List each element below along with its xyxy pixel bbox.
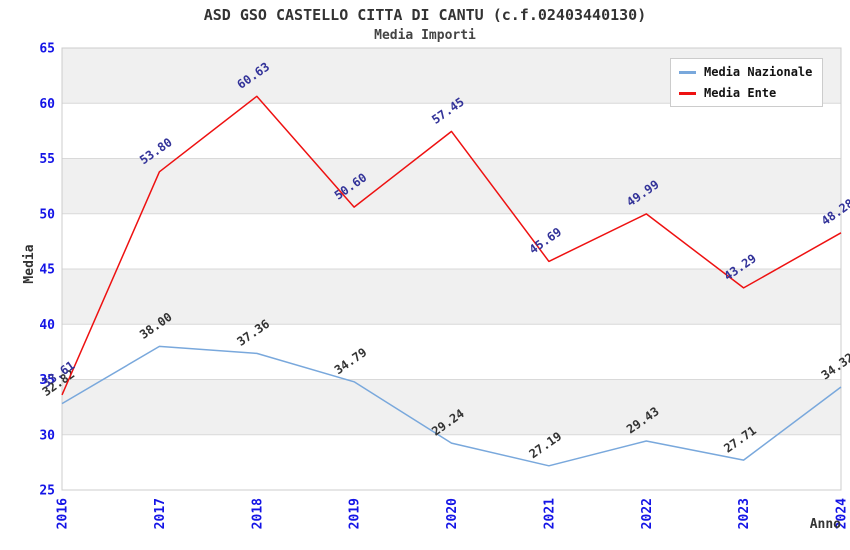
series-line-nazionale <box>61 345 842 467</box>
chart-subtitle: Media Importi <box>374 28 476 43</box>
plot-band <box>62 269 841 325</box>
plot-band <box>62 158 841 214</box>
legend-item-media-ente: Media Ente <box>679 86 812 100</box>
plot-border <box>61 47 842 491</box>
y-tick-label: 55 <box>39 152 55 167</box>
x-tick-label: 2017 <box>153 498 168 529</box>
x-tick-label: 2023 <box>737 498 752 529</box>
data-label-ente: 45.69 <box>527 225 565 257</box>
legend-label-media-ente: Media Ente <box>704 86 777 100</box>
y-tick-label: 25 <box>39 484 55 499</box>
y-tick-label: 50 <box>39 207 55 222</box>
x-tick-label: 2021 <box>542 498 557 529</box>
y-tick-label: 60 <box>39 97 55 112</box>
x-tick-label: 2020 <box>445 498 460 529</box>
y-tick-label: 35 <box>39 373 55 388</box>
data-label-nazionale: 34.32 <box>819 350 850 382</box>
data-label-nazionale: 34.79 <box>332 345 370 377</box>
legend-item-media-nazionale: Media Nazionale <box>679 65 812 79</box>
legend-label-media-nazionale: Media Nazionale <box>704 65 813 79</box>
y-tick-label: 40 <box>39 318 55 333</box>
series-line-ente <box>61 95 842 396</box>
x-axis-title: Anno <box>809 517 841 532</box>
chart-title: ASD GSO CASTELLO CITTA DI CANTU (c.f.024… <box>203 6 647 24</box>
x-tick-label: 2024 <box>835 498 850 529</box>
x-tick-label: 2019 <box>348 498 363 529</box>
legend-line-swatch-nazionale-icon <box>679 70 696 74</box>
y-tick-label: 45 <box>39 263 55 278</box>
x-tick-label: 2022 <box>640 498 655 529</box>
y-tick-label: 65 <box>39 42 55 57</box>
plot-band <box>62 379 841 435</box>
x-tick-label: 2016 <box>56 498 71 529</box>
legend-line-swatch-ente-icon <box>679 91 696 95</box>
y-tick-label: 30 <box>39 428 55 443</box>
y-axis-title: Media <box>22 244 37 284</box>
legend: Media Nazionale Media Ente <box>670 58 824 107</box>
x-tick-label: 2018 <box>250 498 265 529</box>
